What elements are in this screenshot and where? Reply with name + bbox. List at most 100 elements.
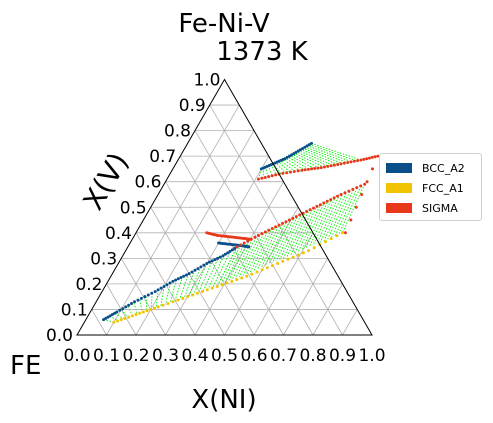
point-bcc-a2	[247, 245, 251, 249]
point-sigma	[318, 203, 322, 207]
point-bcc-a2	[307, 143, 311, 147]
point-sigma	[351, 187, 355, 191]
point-fcc-a1	[186, 295, 190, 299]
point-bcc-a2	[168, 281, 172, 285]
point-fcc-a1	[134, 313, 138, 317]
point-sigma	[310, 167, 314, 171]
tie-line	[115, 312, 124, 320]
point-sigma	[235, 245, 239, 249]
point-sigma	[308, 208, 312, 212]
point-fcc-a1	[312, 246, 316, 250]
tie-line	[169, 279, 177, 303]
point-bcc-a2	[108, 314, 112, 318]
point-bcc-a2	[205, 261, 209, 265]
tie-line	[319, 195, 343, 243]
point-bcc-a2	[136, 298, 140, 302]
point-bcc-a2	[190, 270, 194, 274]
point-sigma	[346, 161, 350, 165]
point-bcc-a2	[199, 265, 203, 269]
point-sigma	[239, 243, 243, 247]
point-bcc-a2	[298, 148, 302, 152]
tie-line	[342, 184, 366, 233]
tie-line	[103, 319, 114, 323]
tie-line	[127, 306, 134, 316]
point-bcc-a2	[210, 259, 214, 263]
point-sigma	[354, 205, 358, 209]
point-fcc-a1	[205, 288, 209, 292]
y-tick-label: 0.8	[164, 122, 191, 142]
point-bcc-a2	[182, 274, 186, 278]
tie-line	[299, 148, 338, 165]
grid-line-z	[91, 309, 107, 336]
point-bcc-a2	[110, 313, 114, 317]
point-sigma	[356, 159, 360, 163]
point-sigma	[287, 218, 291, 222]
point-fcc-a1	[286, 257, 290, 261]
tie-line	[133, 302, 138, 315]
point-bcc-a2	[113, 311, 117, 315]
point-fcc-a1	[341, 231, 344, 235]
point-bcc-a2	[104, 316, 108, 320]
point-sigma	[260, 176, 264, 180]
tie-line	[316, 196, 339, 245]
tie-line	[286, 155, 310, 170]
point-fcc-a1	[210, 286, 214, 290]
point-fcc-a1	[324, 240, 328, 244]
point-bcc-a2	[146, 293, 150, 297]
point-fcc-a1	[149, 307, 153, 311]
x-tick-label: 1.0	[358, 346, 385, 366]
grid-line-z	[194, 130, 314, 336]
grid-line-z	[165, 181, 255, 336]
point-sigma	[253, 235, 257, 239]
point-bcc-a2	[223, 252, 227, 256]
tie-line	[265, 166, 269, 178]
grid-line-x	[283, 258, 329, 336]
point-bcc-a2	[310, 141, 314, 145]
point-bcc-a2	[162, 284, 166, 288]
point-fcc-a1	[281, 259, 285, 263]
point-bcc-a2	[127, 303, 131, 307]
x-tick-label: 0.8	[299, 346, 326, 366]
point-bcc-a2	[130, 301, 134, 305]
y-tick-labels: 0.0 0.1 0.2 0.3 0.4 0.5 0.6 0.7 0.8 0.9 1.0	[46, 71, 221, 347]
point-sigma	[343, 191, 347, 195]
point-bcc-a2	[143, 295, 147, 299]
point-sigma	[332, 163, 336, 167]
point-sigma	[347, 189, 351, 193]
point-bcc-a2	[176, 277, 180, 281]
point-sigma	[248, 237, 252, 241]
y-tick-label: 0.3	[90, 249, 117, 269]
point-fcc-a1	[260, 268, 264, 272]
point-sigma	[296, 169, 300, 173]
legend-item: FCC_A1	[386, 178, 475, 198]
tie-line	[220, 244, 242, 286]
tie-line	[283, 213, 305, 259]
phase-boundaries	[102, 141, 380, 324]
point-bcc-a2	[216, 256, 220, 260]
point-bcc-a2	[303, 145, 307, 149]
point-bcc-a2	[156, 288, 160, 292]
point-bcc-a2	[202, 263, 206, 267]
point-fcc-a1	[270, 264, 274, 268]
point-sigma	[363, 182, 367, 186]
tie-line	[207, 253, 226, 290]
grid-line-z	[150, 207, 225, 336]
tie-line	[174, 276, 183, 302]
point-fcc-a1	[220, 283, 224, 287]
tie-line	[301, 204, 324, 251]
point-fcc-a1	[276, 261, 280, 265]
legend-swatch	[386, 183, 412, 193]
point-sigma	[373, 155, 377, 159]
point-bcc-a2	[121, 307, 125, 311]
grid-line-x	[342, 309, 358, 336]
tie-line	[193, 263, 208, 295]
point-bcc-a2	[213, 258, 217, 262]
point-sigma	[362, 157, 366, 161]
point-bcc-a2	[296, 149, 300, 153]
point-fcc-a1	[152, 306, 156, 310]
tie-line	[304, 146, 348, 164]
point-bcc-a2	[230, 248, 234, 252]
tie-lines	[103, 142, 366, 323]
point-sigma	[319, 166, 323, 170]
point-sigma	[332, 196, 336, 200]
